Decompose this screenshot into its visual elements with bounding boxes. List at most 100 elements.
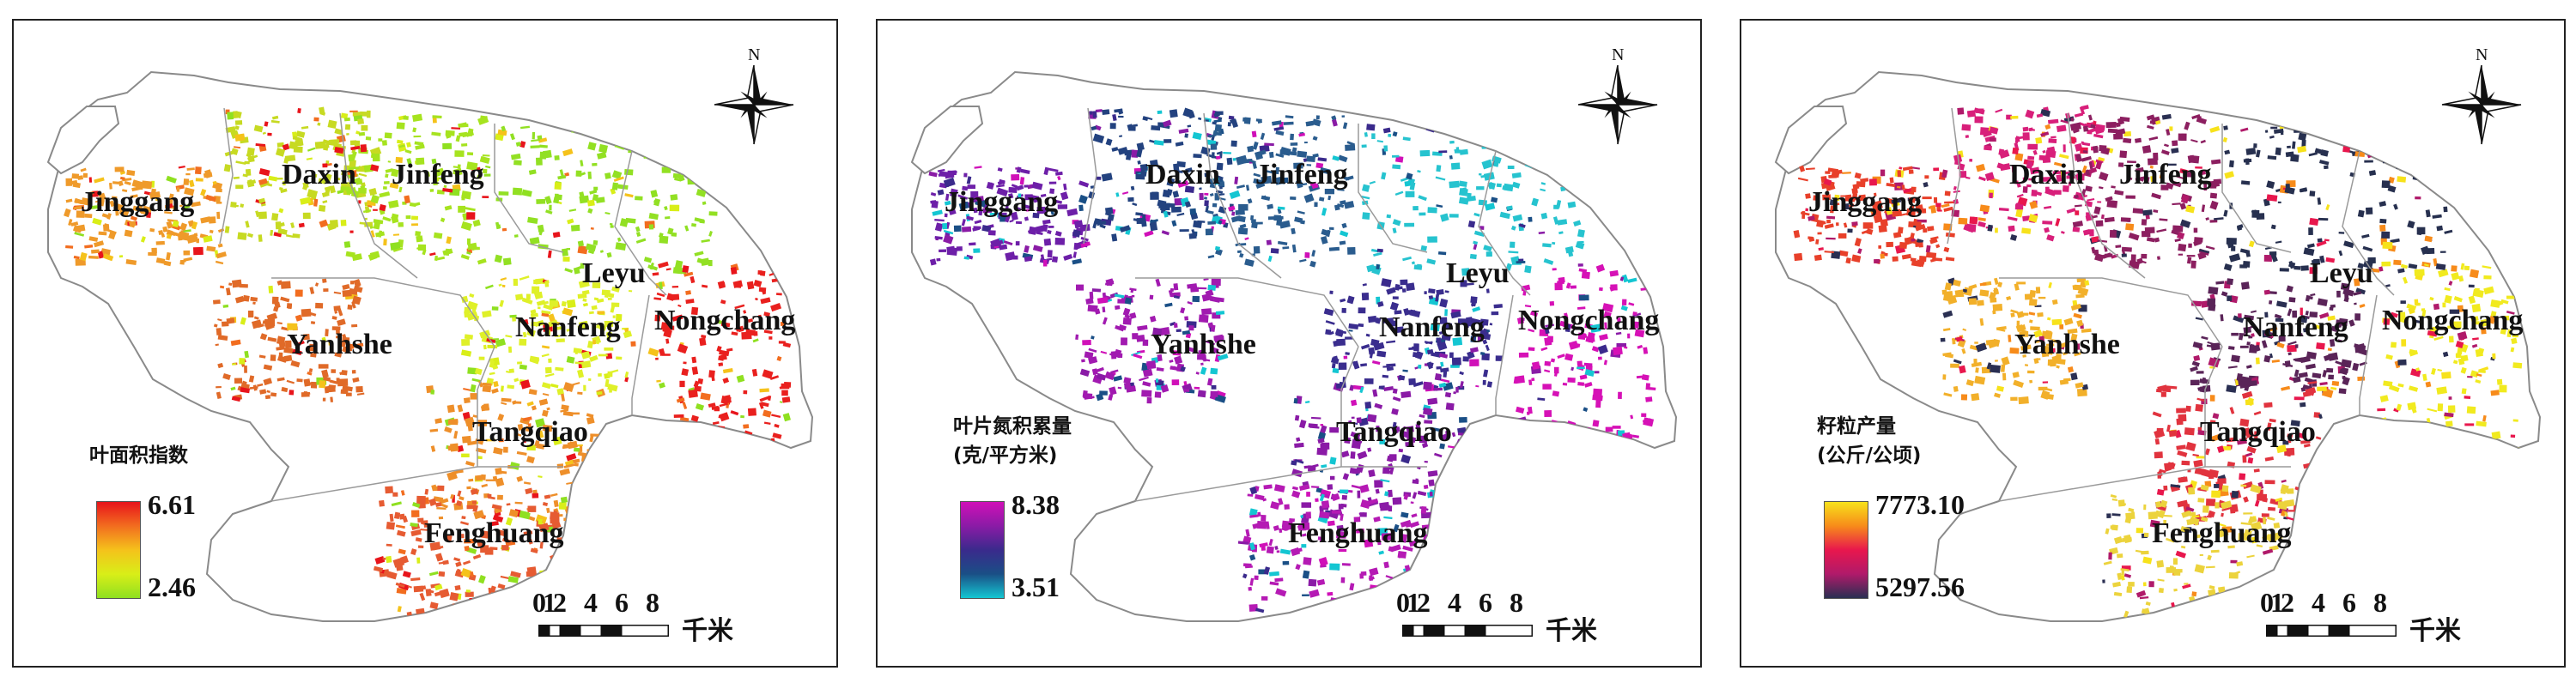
town-label-fenghuang: Fenghuang bbox=[1288, 517, 1428, 549]
town-boundary bbox=[1495, 294, 1514, 415]
town-label-tangqiao: Tangqiao bbox=[1336, 416, 1452, 448]
town-boundary bbox=[1135, 277, 1359, 348]
town-boundary bbox=[1203, 112, 1282, 279]
scale-unit-label: 千米 bbox=[682, 616, 733, 646]
legend-max-value: 7773.10 bbox=[1875, 489, 1965, 520]
scale-tick-label: 6 bbox=[2342, 587, 2356, 618]
town-boundary bbox=[1340, 346, 1427, 468]
legend-title-line: 叶片氮积累量 bbox=[953, 415, 1072, 438]
town-label-jinfeng: Jinfeng bbox=[2119, 159, 2212, 190]
legend-title-line: 叶面积指数 bbox=[89, 444, 188, 467]
town-label-nanfeng: Nanfeng bbox=[2243, 311, 2348, 343]
legend-title-line: (公斤/公顷) bbox=[1817, 444, 1922, 467]
island-outline bbox=[1774, 106, 1848, 175]
legend-min-value: 3.51 bbox=[1012, 571, 1060, 602]
town-boundary bbox=[2342, 150, 2395, 296]
scale-unit-label: 千米 bbox=[1546, 616, 1597, 646]
legend-color-ramp bbox=[1824, 501, 1868, 599]
town-boundary bbox=[339, 112, 418, 279]
town-label-yanhshe: Yanhshe bbox=[2014, 329, 2120, 360]
town-boundary bbox=[219, 107, 234, 245]
town-boundary bbox=[1358, 124, 1428, 253]
town-boundary bbox=[2067, 112, 2146, 279]
scale-tick-label: 0 bbox=[532, 587, 546, 618]
legend-min-value: 2.46 bbox=[148, 571, 196, 602]
legend-color-ramp bbox=[96, 501, 141, 599]
town-label-daxin: Daxin bbox=[1145, 159, 1220, 190]
town-boundary bbox=[494, 124, 564, 253]
scale-tick-label: 1 bbox=[543, 587, 556, 618]
town-label-jinggang: Jinggang bbox=[945, 186, 1058, 218]
north-arrow-icon: N bbox=[714, 45, 794, 145]
legend-title: 叶片氮积累量 (克/平方米) bbox=[953, 412, 1072, 470]
island-outline bbox=[910, 106, 984, 175]
north-arrow-icon: N bbox=[1577, 45, 1658, 145]
north-label: N bbox=[1612, 45, 1624, 64]
town-label-nanfeng: Nanfeng bbox=[515, 311, 621, 343]
town-boundary bbox=[271, 277, 495, 348]
scale-unit-label: 千米 bbox=[2409, 616, 2461, 646]
town-label-nongchang: Nongchang bbox=[1518, 305, 1659, 336]
scale-tick-label: 6 bbox=[1479, 587, 1492, 618]
legend-min-value: 5297.56 bbox=[1875, 571, 1965, 602]
town-boundary bbox=[1999, 277, 2223, 348]
scale-bar: 012 4 6 8 千米 bbox=[1396, 587, 1597, 646]
scale-tick-label: 8 bbox=[646, 587, 659, 618]
town-label-leyu: Leyu bbox=[2310, 257, 2373, 289]
town-label-jinggang: Jinggang bbox=[1808, 186, 1922, 218]
town-boundary bbox=[1947, 107, 1961, 245]
scale-tick-label: 0 bbox=[1396, 587, 1410, 618]
town-label-nongchang: Nongchang bbox=[654, 305, 795, 336]
legend-title: 叶面积指数 bbox=[89, 441, 188, 470]
north-arrow-icon: N bbox=[2441, 45, 2522, 145]
scale-bar: 012 4 6 8 千米 bbox=[532, 587, 733, 646]
legend-title-line: (克/平方米) bbox=[953, 444, 1058, 467]
town-boundary bbox=[270, 466, 478, 502]
scale-tick-label: 6 bbox=[615, 587, 629, 618]
scale-tick-label: 0 bbox=[2260, 587, 2274, 618]
town-boundary bbox=[1478, 150, 1531, 296]
town-boundary bbox=[631, 294, 650, 415]
town-label-jinfeng: Jinfeng bbox=[392, 159, 484, 190]
town-boundary bbox=[2221, 124, 2292, 253]
town-label-fenghuang: Fenghuang bbox=[2152, 517, 2292, 549]
scale-tick-label: 4 bbox=[584, 587, 598, 618]
north-label: N bbox=[2476, 45, 2488, 64]
town-label-daxin: Daxin bbox=[2009, 159, 2084, 190]
legend-max-value: 8.38 bbox=[1012, 489, 1060, 520]
town-label-nongchang: Nongchang bbox=[2382, 305, 2523, 336]
town-boundary bbox=[1998, 466, 2206, 502]
town-boundary bbox=[477, 346, 563, 468]
map-svg: Jinggang Daxin Jinfeng Leyu Yanhshe Nanfeng No… bbox=[910, 45, 1678, 646]
town-boundary bbox=[2359, 294, 2378, 415]
town-label-leyu: Leyu bbox=[1446, 257, 1510, 289]
study-area-outline bbox=[1775, 70, 2542, 622]
town-label-leyu: Leyu bbox=[582, 257, 646, 289]
town-label-jinfeng: Jinfeng bbox=[1255, 159, 1348, 190]
town-label-daxin: Daxin bbox=[282, 159, 356, 190]
scale-tick-label: 2 bbox=[553, 587, 567, 618]
town-label-tangqiao: Tangqiao bbox=[2200, 416, 2316, 448]
town-boundary bbox=[614, 150, 667, 296]
legend-title: 籽粒产量 (公斤/公顷) bbox=[1817, 412, 1921, 470]
town-boundary bbox=[2204, 346, 2291, 468]
scale-tick-label: 2 bbox=[2281, 587, 2294, 618]
scale-tick-label: 4 bbox=[2312, 587, 2325, 618]
town-label-nanfeng: Nanfeng bbox=[1379, 311, 1485, 343]
scale-tick-label: 1 bbox=[1406, 587, 1420, 618]
town-label-yanhshe: Yanhshe bbox=[287, 329, 392, 360]
scale-tick-label: 8 bbox=[2373, 587, 2387, 618]
town-label-yanhshe: Yanhshe bbox=[1151, 329, 1256, 360]
town-label-fenghuang: Fenghuang bbox=[424, 517, 564, 549]
legend-title-line: 籽粒产量 bbox=[1817, 415, 1896, 438]
study-area-outline bbox=[47, 70, 814, 622]
scale-bar: 012 4 6 8 千米 bbox=[2260, 587, 2461, 646]
map-svg: Jinggang Daxin Jinfeng Leyu Yanhshe Nanfeng No… bbox=[46, 45, 814, 646]
scale-tick-label: 8 bbox=[1510, 587, 1523, 618]
island-outline bbox=[46, 106, 120, 175]
town-boundary bbox=[1083, 107, 1097, 245]
scale-tick-label: 2 bbox=[1417, 587, 1431, 618]
map-panel-leaf-nitrogen: Jinggang Daxin Jinfeng Leyu Yanhshe Nanfeng No… bbox=[876, 19, 1702, 668]
map-panel-lai: Jinggang Daxin Jinfeng Leyu Yanhshe Nanfeng No… bbox=[12, 19, 838, 668]
map-svg: Jinggang Daxin Jinfeng Leyu Yanhshe Nanfeng No… bbox=[1774, 45, 2542, 646]
